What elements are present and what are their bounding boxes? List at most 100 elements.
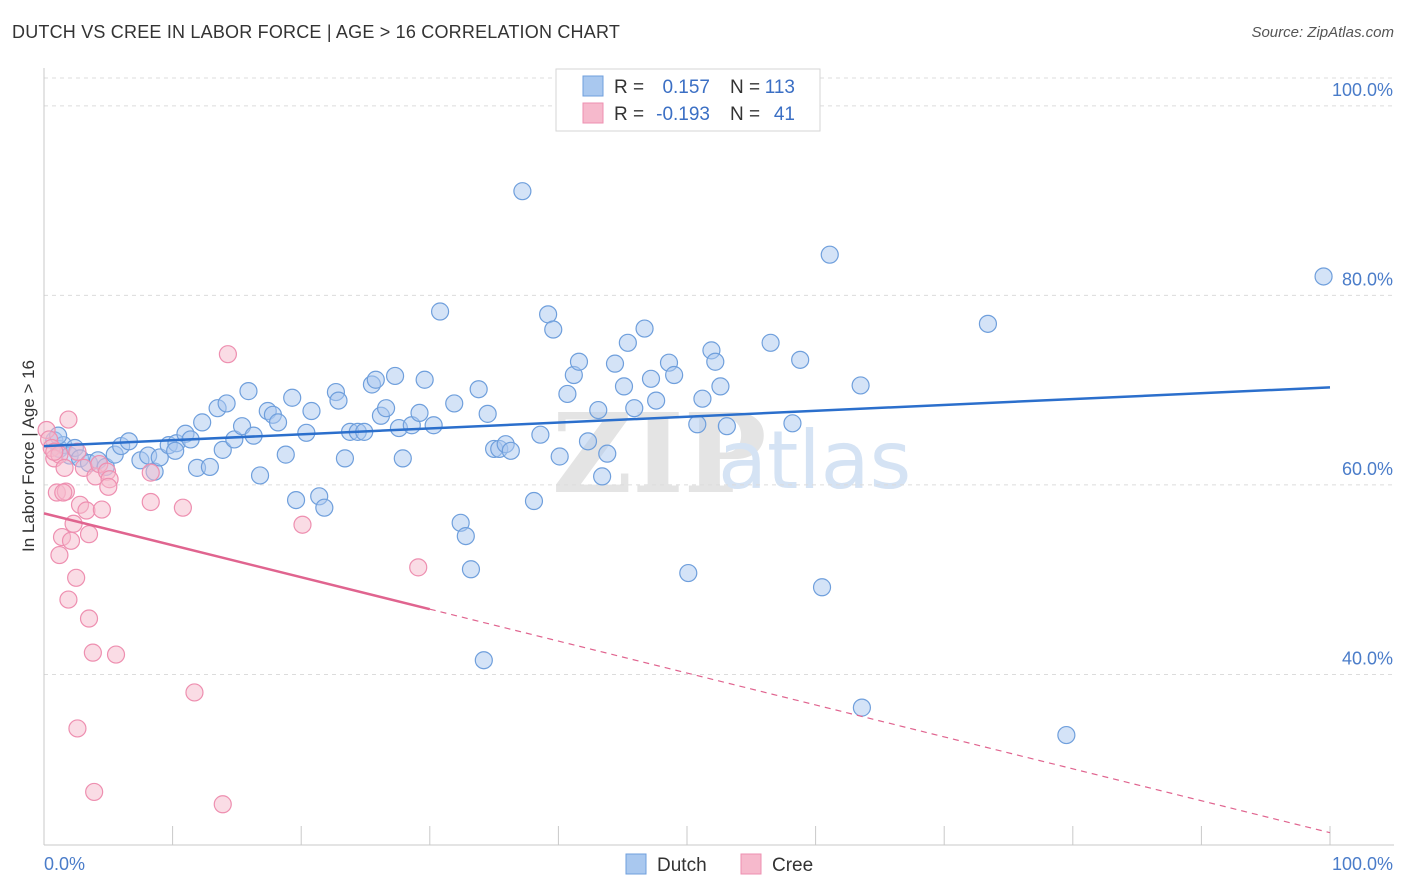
dutch-point: [618, 333, 637, 352]
dutch-point: [711, 377, 730, 396]
dutch-point: [593, 467, 612, 486]
x-ticks: [172, 826, 1331, 845]
dutch-point: [647, 391, 666, 410]
dutch-point: [150, 448, 169, 467]
dutch-point: [791, 350, 810, 369]
cree-point: [141, 492, 160, 512]
dutch-point: [329, 391, 348, 410]
cree-point: [173, 498, 192, 517]
dutch-trend-line: [43, 386, 1331, 448]
cree-point: [64, 514, 83, 533]
dutch-point: [393, 449, 412, 468]
dutch-point: [513, 182, 532, 201]
dutch-point: [445, 394, 464, 413]
dutch-point: [569, 352, 589, 371]
y-tick-label: 80.0%: [1342, 269, 1393, 289]
cree-point: [79, 609, 99, 628]
cree-point: [77, 501, 96, 520]
dutch-point: [614, 377, 634, 396]
legend-r-label-cree: R =: [614, 104, 644, 125]
y-tick-label: 40.0%: [1342, 648, 1393, 668]
cree-point: [185, 683, 204, 702]
cree-point: [54, 483, 73, 502]
legend-n-label-dutch: N =: [730, 77, 760, 98]
cree-point: [79, 525, 99, 544]
dutch-point: [415, 370, 434, 389]
dutch-point: [761, 333, 780, 352]
bottom-legend-label-cree: Cree: [772, 855, 813, 876]
dutch-point: [335, 449, 355, 468]
cree-point: [141, 463, 160, 482]
y-axis-label: In Labor Force | Age > 16: [19, 360, 38, 552]
bottom-legend: Dutch Cree: [625, 853, 813, 876]
bottom-legend-label-dutch: Dutch: [657, 855, 707, 876]
dutch-point: [851, 376, 870, 395]
legend-n-value-cree: 41: [774, 104, 795, 125]
x-tick-label-max: 100.0%: [1332, 854, 1393, 874]
legend-swatch-dutch: [582, 75, 604, 97]
legend-r-value-cree: -0.193: [656, 104, 710, 125]
dutch-point: [166, 441, 185, 460]
cree-trend-line: [43, 512, 431, 611]
series-cree-points: [37, 345, 428, 814]
dutch-point: [598, 444, 617, 463]
dutch-point: [641, 369, 661, 388]
dutch-point: [1057, 725, 1076, 745]
dutch-point: [193, 413, 212, 432]
dutch-point: [430, 302, 450, 321]
dutch-point: [474, 651, 493, 670]
dutch-point: [978, 314, 998, 333]
axes: [43, 68, 1394, 846]
legend-swatch-cree: [582, 102, 604, 124]
dutch-point: [531, 425, 550, 444]
cree-point: [213, 795, 232, 814]
dutch-point: [302, 401, 321, 421]
dutch-point: [679, 563, 698, 583]
dutch-point: [558, 384, 577, 404]
cree-point: [55, 458, 74, 477]
dutch-point: [501, 441, 520, 460]
dutch-point: [268, 413, 288, 432]
dutch-point: [424, 416, 443, 435]
cree-point: [106, 645, 126, 664]
y-tick-labels: 40.0% 60.0% 80.0% 100.0%: [1332, 80, 1393, 669]
legend-box: R = 0.157 N = 113 R = -0.193 N = 41: [555, 68, 821, 132]
dutch-point: [812, 578, 832, 597]
watermark-zip: ZIP: [552, 389, 766, 518]
chart-title: DUTCH VS CREE IN LABOR FORCE | AGE > 16 …: [12, 22, 621, 42]
dutch-point: [250, 466, 270, 485]
cree-point: [50, 545, 69, 565]
cree-point: [67, 568, 86, 587]
dutch-point: [469, 380, 488, 399]
x-tick-label-min: 0.0%: [44, 854, 85, 874]
legend-r-value-dutch: 0.157: [662, 77, 710, 98]
cree-point: [409, 558, 428, 577]
dutch-point: [1314, 267, 1333, 286]
dutch-point: [717, 417, 736, 436]
cree-point: [92, 500, 111, 519]
trend-lines: [43, 386, 1331, 834]
cree-point: [83, 643, 102, 662]
dutch-point: [478, 404, 497, 423]
dutch-point: [239, 382, 258, 401]
legend-r-label-dutch: R =: [614, 77, 644, 98]
cree-point: [61, 531, 81, 550]
dutch-point: [589, 400, 608, 420]
cree-point: [218, 345, 237, 364]
bottom-legend-swatch-dutch: [625, 853, 647, 875]
bottom-legend-swatch-cree: [740, 853, 762, 875]
dutch-point: [376, 399, 396, 418]
dutch-point: [605, 354, 625, 373]
y-tick-label: 60.0%: [1342, 459, 1393, 479]
dutch-point: [366, 370, 385, 389]
dutch-point: [706, 352, 725, 371]
dutch-point: [410, 403, 429, 423]
dutch-point: [385, 366, 405, 386]
legend-n-label-cree: N =: [730, 104, 760, 125]
watermark-atlas: atlas: [718, 414, 911, 507]
cree-point: [85, 782, 104, 802]
cree-point: [59, 590, 78, 609]
cree-point: [45, 442, 64, 461]
dutch-point: [693, 389, 712, 408]
dutch-point: [524, 491, 544, 511]
